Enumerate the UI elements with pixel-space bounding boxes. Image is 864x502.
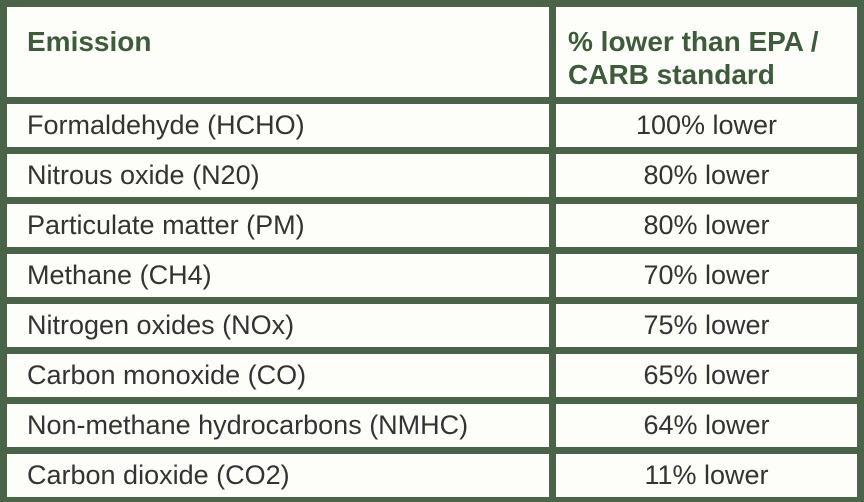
reduction-cell: 80% lower <box>556 154 857 197</box>
header-cell: % lower than EPA / CARB standard <box>556 7 857 97</box>
emission-cell: Particulate matter (PM) <box>7 204 549 247</box>
emission-cell: Formaldehyde (HCHO) <box>7 104 549 147</box>
reduction-cell: 11% lower <box>556 454 857 497</box>
emission-cell: Nitrous oxide (N20) <box>7 154 549 197</box>
emission-cell: Carbon monoxide (CO) <box>7 354 549 397</box>
emission-cell: Carbon dioxide (CO2) <box>7 454 549 497</box>
emission-cell: Non-methane hydrocarbons (NMHC) <box>7 404 549 447</box>
reduction-cell: 65% lower <box>556 354 857 397</box>
header-cell: Emission <box>7 7 549 97</box>
reduction-cell: 75% lower <box>556 304 857 347</box>
emission-cell: Nitrogen oxides (NOx) <box>7 304 549 347</box>
emission-cell: Methane (CH4) <box>7 254 549 297</box>
reduction-cell: 64% lower <box>556 404 857 447</box>
reduction-cell: 100% lower <box>556 104 857 147</box>
reduction-cell: 80% lower <box>556 204 857 247</box>
reduction-cell: 70% lower <box>556 254 857 297</box>
